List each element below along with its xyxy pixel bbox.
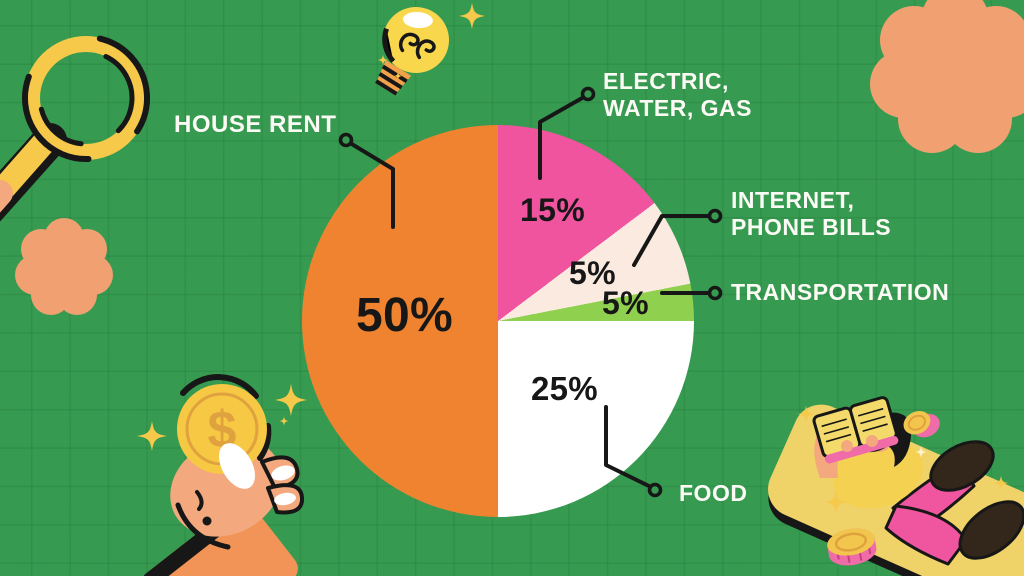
leader-dot-electric (580, 86, 596, 102)
leader-dot-transportation (707, 285, 723, 301)
leader-line-electric (538, 95, 586, 180)
label-house-rent: HOUSE RENT (174, 111, 337, 138)
value-label-electric: 15% (520, 192, 585, 228)
value-label-food: 25% (531, 370, 598, 407)
label-internet-phone-bills: INTERNET, PHONE BILLS (731, 187, 891, 241)
magnifying-glass-icon (0, 34, 150, 222)
leader-dot-internet (707, 208, 723, 224)
light-bulb-icon (375, 7, 449, 96)
label-line: PHONE BILLS (731, 214, 892, 240)
label-line: WATER, GAS (603, 95, 752, 121)
flower-icon (870, 0, 1024, 153)
leader-line-house-rent (348, 141, 395, 229)
label-electric-water-gas: ELECTRIC, WATER, GAS (603, 68, 752, 122)
coin-icon (903, 411, 940, 438)
value-label-internet: 5% (569, 255, 616, 291)
pie-chart (302, 125, 694, 517)
flower-icon (15, 218, 113, 315)
value-label-transportation: 5% (602, 285, 649, 321)
leader-dot-food (647, 482, 663, 498)
label-transportation: TRANSPORTATION (731, 279, 950, 305)
person-reading-illustration (768, 396, 1024, 576)
leader-line-food (604, 405, 653, 489)
label-line: ELECTRIC, (603, 68, 729, 94)
leader-dot-house-rent (338, 132, 354, 148)
coin-stack-icon (827, 528, 877, 566)
hand-holding-coin-illustration: $ (142, 374, 304, 576)
leader-line-internet (632, 214, 711, 267)
value-label-house-rent: 50% (356, 289, 453, 342)
label-line: INTERNET, (731, 187, 855, 213)
label-food: FOOD (679, 480, 748, 506)
